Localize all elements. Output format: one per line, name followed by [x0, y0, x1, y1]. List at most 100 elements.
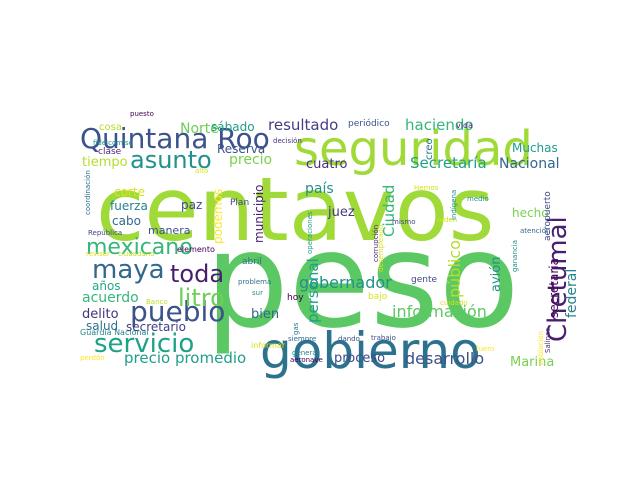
- word-11: servicio: [94, 329, 194, 359]
- word-39: paz: [181, 198, 202, 212]
- word-28: Norte: [180, 121, 219, 137]
- word-57: hoy: [287, 293, 304, 303]
- word-79: cuidado: [440, 299, 468, 307]
- word-44: salud: [86, 319, 118, 333]
- word-61: periódico: [348, 118, 390, 129]
- word-73: Guardia Nacional: [80, 328, 149, 337]
- word-90: corrupción: [372, 225, 380, 262]
- word-92: indígena: [450, 190, 458, 220]
- word-19: público: [445, 240, 464, 298]
- word-65: vida: [456, 121, 473, 130]
- word-33: municipio: [252, 185, 266, 243]
- word-98: Hemos: [414, 184, 439, 192]
- word-91: operaciones: [306, 211, 314, 254]
- word-47: proceso: [334, 351, 385, 366]
- word-66: clase: [98, 147, 122, 157]
- word-15: precio promedio: [124, 349, 246, 367]
- word-26: resultado: [268, 116, 338, 134]
- word-38: cabo: [112, 214, 141, 228]
- word-10: pueblo: [130, 295, 225, 328]
- word-14: gobernador: [299, 273, 392, 292]
- word-82: general: [292, 349, 319, 357]
- word-56: aeropuerto: [543, 191, 553, 241]
- word-75: sur: [252, 289, 263, 297]
- word-68: coordinación: [84, 170, 92, 215]
- word-95: gas: [292, 322, 300, 335]
- word-40: juez: [327, 205, 355, 220]
- word-96: Banco: [146, 298, 168, 306]
- word-50: años: [92, 279, 121, 293]
- word-78: trabajo: [371, 334, 396, 342]
- word-88: orden: [437, 216, 457, 224]
- word-5: Quintana Roo: [80, 122, 270, 155]
- word-7: mexicano: [86, 235, 193, 260]
- word-89: mismo: [392, 218, 416, 226]
- word-27: haciendo: [405, 116, 474, 134]
- word-2: centavos: [96, 158, 495, 261]
- word-81: informar: [251, 341, 286, 350]
- word-71: revisar: [86, 250, 110, 258]
- word-1: peso: [205, 204, 520, 358]
- word-63: fideicomiso: [93, 139, 133, 147]
- word-22: Ciudad: [380, 185, 398, 237]
- word-59: gente: [411, 275, 437, 285]
- word-18: federal: [564, 269, 580, 318]
- word-58: bajo: [368, 292, 388, 302]
- word-35: tiempo: [82, 155, 128, 170]
- word-6: Chetumal: [543, 216, 573, 342]
- word-32: país: [305, 181, 334, 197]
- word-93: medio: [467, 195, 489, 203]
- word-67: alto: [195, 167, 208, 175]
- word-49: Muchas: [512, 141, 558, 155]
- word-55: creo: [424, 138, 435, 160]
- word-17: información: [392, 302, 487, 321]
- word-36: corte: [114, 185, 145, 199]
- word-37: fuerza: [110, 199, 148, 213]
- word-48: Marina: [510, 355, 554, 370]
- word-76: siempre: [288, 335, 316, 343]
- word-83: aeronave: [290, 356, 323, 364]
- word-86: Salinas: [544, 328, 552, 353]
- word-4: seguridad: [294, 121, 533, 177]
- word-51: manera: [148, 224, 190, 237]
- word-29: sábado: [211, 120, 255, 134]
- word-8: maya: [92, 255, 165, 285]
- word-60: abril: [242, 257, 262, 267]
- word-74: problema: [238, 278, 271, 286]
- word-54: Reserva: [217, 142, 265, 156]
- word-30: precio: [229, 152, 272, 168]
- word-64: decisión: [273, 137, 302, 145]
- word-12: toda: [170, 260, 224, 288]
- word-9: asunto: [130, 146, 212, 174]
- word-42: acuerdo: [82, 290, 139, 306]
- word-21: Nacional: [499, 156, 560, 172]
- word-77: dando: [338, 335, 360, 343]
- word-31: cuatro: [306, 157, 348, 172]
- word-45: secretario: [126, 320, 186, 334]
- word-23: personal: [304, 258, 322, 323]
- word-69: República: [88, 229, 122, 237]
- word-87: atención: [520, 227, 550, 235]
- word-46: bien: [251, 307, 279, 322]
- word-3: gobierno: [260, 322, 481, 380]
- word-41: hecho: [512, 206, 549, 220]
- word-16: desarrollo: [405, 349, 484, 368]
- word-43: delito: [82, 307, 119, 322]
- word-84: perdón: [80, 354, 105, 362]
- word-52: cosa: [99, 122, 122, 133]
- word-53: Plan: [230, 198, 249, 208]
- word-94: ganancia: [511, 240, 519, 272]
- word-85: fuero: [476, 345, 494, 353]
- word-70: elemento: [177, 245, 215, 254]
- word-24: avión: [489, 257, 504, 292]
- word-34: podemos: [211, 189, 225, 244]
- word-62: puesto: [130, 110, 154, 118]
- word-25: secretaria: [547, 258, 561, 318]
- word-13: litro: [178, 284, 225, 312]
- word-80: población: [537, 331, 545, 365]
- word-72: ciudadano: [118, 250, 154, 258]
- word-97: desempleado: [377, 225, 385, 272]
- cloud-background: [80, 117, 572, 363]
